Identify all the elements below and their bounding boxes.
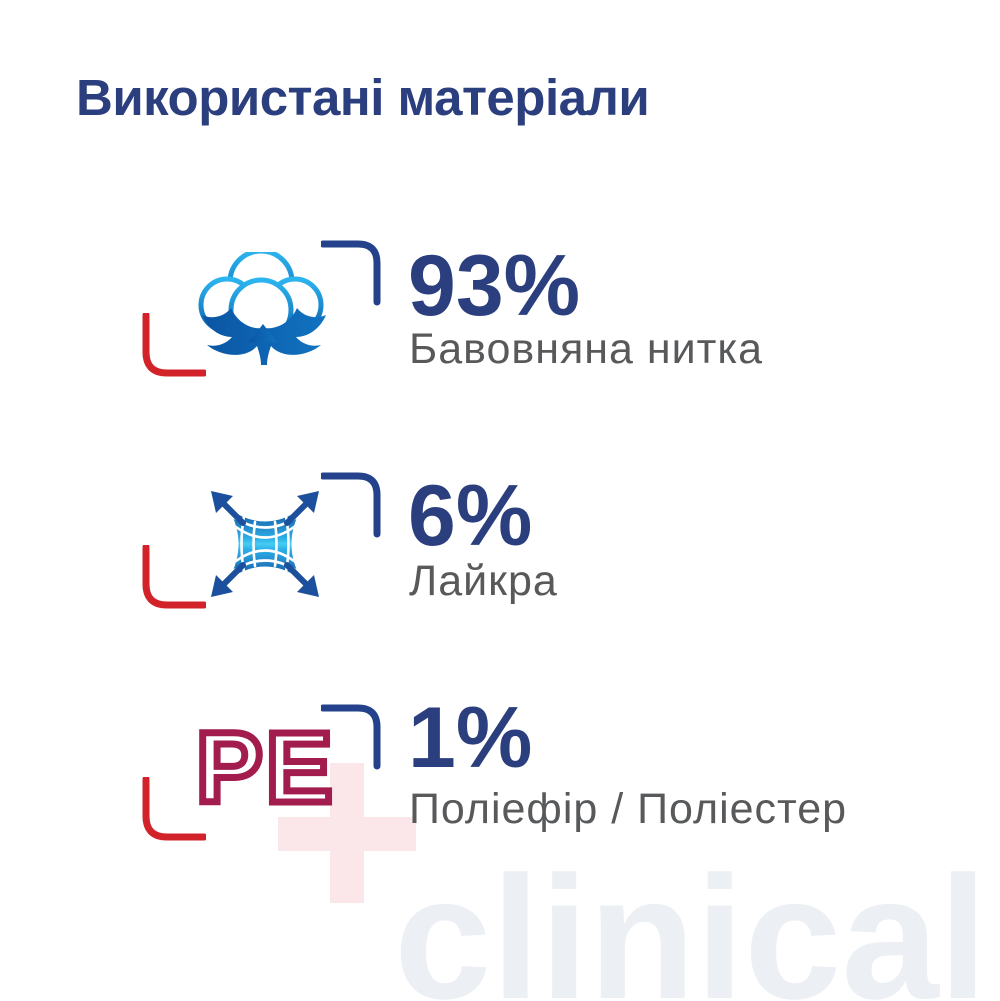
corner-bracket-top-right-icon: [321, 704, 381, 770]
pe-letters-icon: PE: [193, 709, 336, 819]
material-label: Бавовняна нитка: [409, 325, 764, 373]
percent-value: 6%: [408, 468, 533, 564]
corner-bracket-top-right-icon: [321, 472, 381, 538]
corner-bracket-bottom-left-icon: [142, 545, 206, 609]
clinical-watermark: clinical: [394, 841, 988, 1001]
percent-value: 93%: [408, 238, 581, 334]
material-label: Поліефір / Поліестер: [409, 785, 848, 833]
pe-outline-text: PE: [196, 712, 335, 818]
page-title: Використані матеріали: [76, 69, 650, 126]
cotton-flower-icon: [198, 252, 326, 365]
corner-bracket-top-right-icon: [321, 240, 381, 306]
percent-value: 1%: [408, 690, 533, 786]
corner-bracket-bottom-left-icon: [142, 777, 206, 841]
medical-cross-icon: [278, 817, 416, 851]
stretch-net-icon: [211, 491, 319, 597]
material-label: Лайкра: [409, 557, 558, 605]
corner-bracket-bottom-left-icon: [142, 313, 206, 377]
